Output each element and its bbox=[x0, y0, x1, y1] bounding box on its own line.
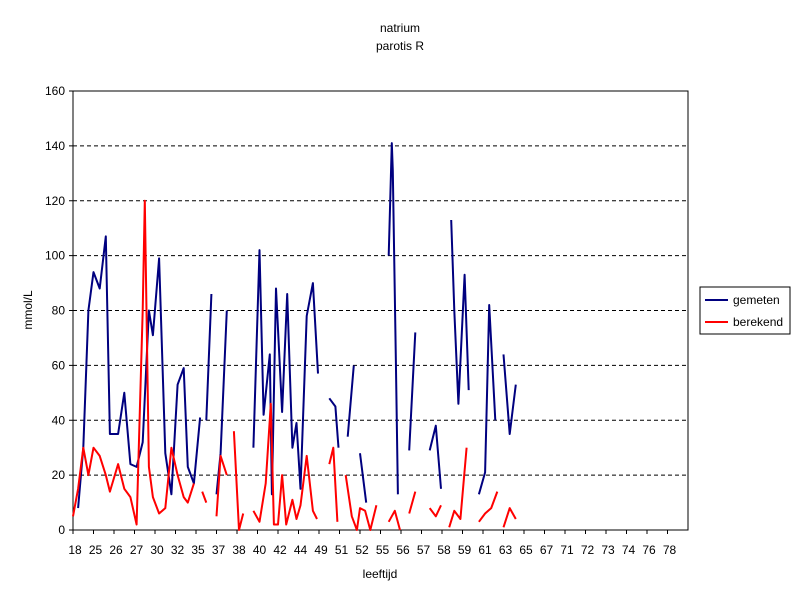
x-tick-label: 78 bbox=[663, 543, 677, 557]
x-tick-label: 56 bbox=[396, 543, 410, 557]
x-tick-label: 74 bbox=[622, 543, 636, 557]
y-tick-label: 20 bbox=[52, 468, 66, 482]
series-line-gemeten bbox=[77, 142, 517, 509]
x-tick-label: 63 bbox=[499, 543, 513, 557]
x-tick-label: 27 bbox=[130, 543, 144, 557]
y-tick-label: 160 bbox=[45, 84, 65, 98]
x-tick-label: 55 bbox=[376, 543, 390, 557]
y-axis-ticks: 0 20 40 60 80 100 120 140 160 bbox=[45, 84, 73, 537]
x-tick-label: 40 bbox=[253, 543, 267, 557]
y-tick-label: 100 bbox=[45, 249, 65, 263]
x-axis-ticks: 18 25 26 27 30 32 35 37 38 40 42 44 49 51 52 55 56 57 58 59… bbox=[68, 530, 676, 557]
legend-label-berekend: berekend bbox=[733, 315, 783, 329]
legend: gemeten berekend bbox=[699, 286, 791, 335]
y-tick-label: 120 bbox=[45, 194, 65, 208]
x-tick-label: 26 bbox=[109, 543, 123, 557]
y-axis-label: mmol/L bbox=[21, 290, 35, 330]
x-tick-label: 51 bbox=[335, 543, 349, 557]
x-tick-label: 44 bbox=[294, 543, 308, 557]
x-tick-label: 71 bbox=[560, 543, 574, 557]
gridlines bbox=[73, 145, 688, 476]
x-tick-label: 38 bbox=[232, 543, 246, 557]
x-axis-label: leeftijd bbox=[363, 567, 398, 581]
x-tick-label: 52 bbox=[355, 543, 369, 557]
y-tick-label: 60 bbox=[52, 358, 66, 372]
x-tick-label: 67 bbox=[540, 543, 554, 557]
x-tick-label: 35 bbox=[191, 543, 205, 557]
x-tick-label: 72 bbox=[581, 543, 595, 557]
x-tick-label: 18 bbox=[68, 543, 82, 557]
chart-title: natrium bbox=[380, 21, 420, 35]
x-tick-label: 32 bbox=[171, 543, 185, 557]
chart-subtitle: parotis R bbox=[376, 39, 424, 53]
legend-label-gemeten: gemeten bbox=[733, 293, 780, 307]
x-tick-label: 76 bbox=[642, 543, 656, 557]
x-tick-label: 58 bbox=[437, 543, 451, 557]
legend-box bbox=[699, 286, 791, 335]
series-line-berekend bbox=[72, 199, 517, 531]
x-tick-label: 49 bbox=[314, 543, 328, 557]
x-tick-label: 65 bbox=[519, 543, 533, 557]
y-tick-label: 80 bbox=[52, 304, 66, 318]
series-lines bbox=[72, 142, 517, 531]
x-tick-label: 61 bbox=[478, 543, 492, 557]
y-tick-label: 140 bbox=[45, 139, 65, 153]
x-tick-label: 59 bbox=[458, 543, 472, 557]
x-tick-label: 25 bbox=[89, 543, 103, 557]
y-tick-label: 40 bbox=[52, 413, 66, 427]
y-tick-label: 0 bbox=[58, 523, 65, 537]
x-tick-label: 57 bbox=[417, 543, 431, 557]
x-tick-label: 30 bbox=[150, 543, 164, 557]
x-tick-label: 73 bbox=[601, 543, 615, 557]
x-tick-label: 42 bbox=[273, 543, 287, 557]
x-tick-label: 37 bbox=[212, 543, 226, 557]
